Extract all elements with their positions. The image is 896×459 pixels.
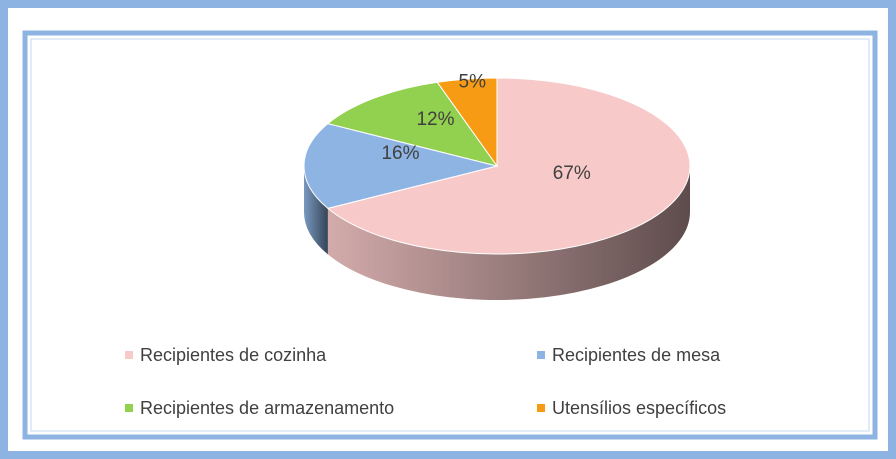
slice: [326, 81, 499, 167]
slice: [303, 123, 498, 209]
legend-label: Recipientes de armazenamento: [140, 398, 394, 418]
legend-swatch: [537, 351, 545, 359]
data-label: 5%: [459, 72, 487, 93]
legend-label: Utensílios específicos: [552, 398, 726, 418]
slice-side: [327, 166, 690, 300]
inner-frame-line: [30, 38, 870, 432]
data-label: 67%: [553, 163, 591, 184]
legend-swatch: [125, 351, 133, 359]
legend-swatch: [537, 404, 545, 412]
legend-swatch: [125, 404, 133, 412]
slice: [436, 77, 498, 168]
data-label: 12%: [416, 109, 454, 130]
legend-label: Recipientes de mesa: [552, 345, 721, 365]
slice: [326, 77, 691, 255]
legend-label: Recipientes de cozinha: [140, 345, 327, 365]
data-label: 16%: [381, 143, 419, 164]
